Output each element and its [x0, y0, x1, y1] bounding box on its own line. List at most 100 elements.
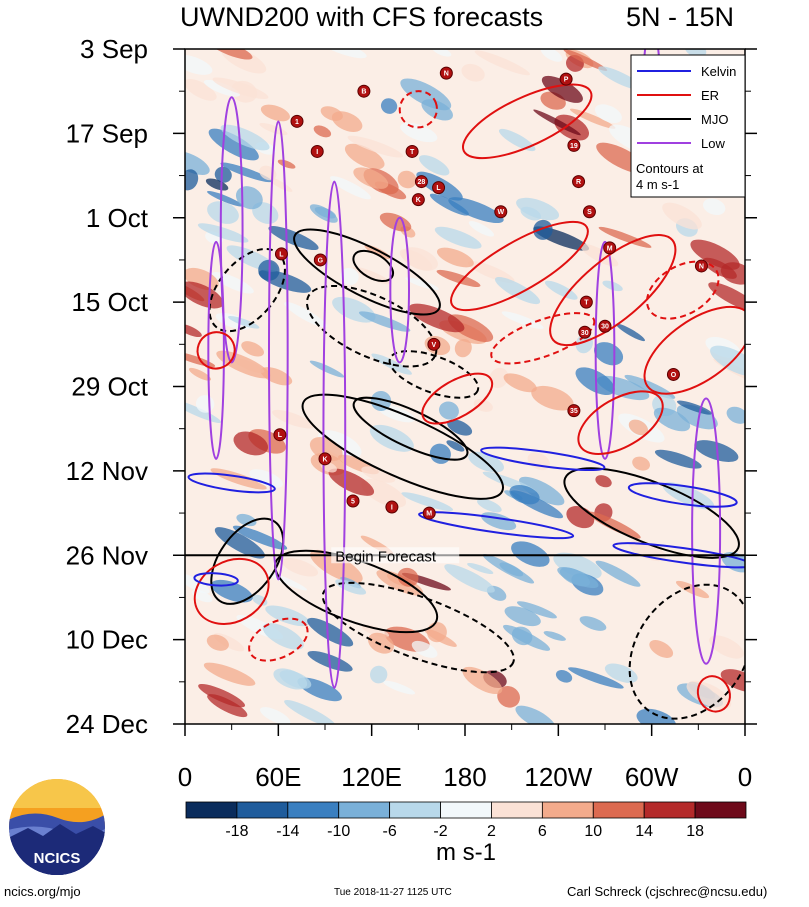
heatmap-blob [370, 390, 392, 411]
heatmap-blob [495, 277, 541, 305]
heatmap-blob [531, 385, 574, 411]
heatmap-blob [371, 353, 412, 375]
storm-marker-circle [405, 144, 419, 158]
storm-marker-circle [318, 452, 332, 466]
er-contour [421, 372, 494, 425]
storm-marker: O [666, 367, 680, 381]
heatmap-blob [720, 669, 745, 693]
heatmap-blob [383, 680, 416, 695]
storm-marker-circle [411, 193, 425, 207]
heatmap-blob [206, 634, 229, 651]
storm-marker: I [385, 500, 399, 514]
heatmap-blob [568, 667, 624, 689]
low-contour [322, 180, 347, 689]
heatmap-blob [632, 456, 651, 471]
heatmap-blob [188, 367, 212, 381]
heatmap-blob [709, 635, 744, 659]
storm-symbols: B 1 I T N P 19 R 28 L K W S M L G N T 30 30 V O 35 L K 5 I M [273, 66, 708, 520]
x-tick-label: 60E [255, 762, 301, 792]
x-tick-label: 60W [625, 762, 679, 792]
storm-marker: 30 [578, 325, 592, 339]
storm-marker: V [427, 337, 441, 351]
low-contour [268, 120, 289, 581]
colorbar-swatch [287, 801, 340, 819]
heatmap-blob [203, 79, 240, 97]
storm-marker-circle [439, 66, 453, 80]
heatmap-blob [579, 616, 607, 631]
mjo-contour [352, 396, 469, 461]
low-contour [594, 240, 616, 460]
storm-marker-circle [579, 295, 593, 309]
y-tick-label: 24 Dec [66, 709, 148, 739]
colorbar-label: -18 [225, 823, 248, 840]
storm-marker-circle [290, 114, 304, 128]
colorbar-label: 6 [538, 823, 547, 840]
heatmap-blob [559, 567, 591, 587]
heatmap-blob [468, 221, 495, 237]
heatmap-blob [482, 554, 535, 584]
heatmap-blob [544, 280, 578, 300]
heatmap-blob [702, 198, 726, 216]
mjo-contour [210, 517, 285, 605]
heatmap-blob [260, 104, 290, 122]
storm-marker: 19 [567, 138, 581, 152]
ncics-logo: NCICS [9, 779, 105, 875]
legend-label: ER [701, 88, 719, 103]
heatmap-blob [233, 431, 269, 456]
storm-marker-circle [274, 247, 288, 261]
er-contour [490, 312, 596, 365]
heatmap-blob [228, 315, 260, 329]
heatmap-blob [205, 178, 229, 191]
heatmap-blob [501, 311, 544, 329]
er-contour [696, 675, 731, 713]
heatmap-blob [185, 323, 202, 338]
heatmap-blob [236, 513, 257, 527]
colorbar-swatch [694, 801, 747, 819]
heatmap-blob [272, 409, 314, 429]
y-tick-label: 29 Oct [71, 372, 148, 402]
mjo-contour [388, 350, 480, 399]
colorbar-label: -2 [433, 823, 447, 840]
footer-timestamp: Tue 2018-11-27 1125 UTC [334, 887, 452, 898]
mjo-contour [321, 581, 515, 674]
heatmap-blob [314, 206, 336, 219]
footer-author[interactable]: Carl Schreck (cjschrec@ncsu.edu) [567, 884, 768, 899]
heatmap-blob [347, 135, 404, 158]
heatmap-blob [636, 708, 677, 724]
y-tick-label: 15 Oct [71, 287, 148, 317]
heatmap-blob [185, 79, 217, 101]
y-tick-label: 10 Dec [66, 625, 148, 655]
storm-marker-circle [603, 241, 617, 255]
colorbar-swatch [338, 801, 391, 819]
storm-marker: R [572, 175, 586, 189]
storm-marker: M [603, 241, 617, 255]
heatmap-blob [662, 202, 702, 230]
heatmap-blob [511, 626, 533, 646]
heatmap-blob [497, 686, 520, 708]
heatmap-blob [708, 282, 745, 312]
x-tick-label: 120W [524, 762, 592, 792]
heatmap-blob [330, 176, 371, 200]
heatmap-blob [563, 49, 608, 71]
heatmap-blob [352, 266, 391, 285]
heatmap-blob [473, 399, 493, 412]
legend-label: MJO [701, 112, 728, 127]
storm-marker-label: N [699, 263, 704, 270]
heatmap-blob [220, 162, 273, 183]
heatmap-blob [262, 623, 304, 650]
footer-site[interactable]: ncics.org/mjo [4, 884, 81, 899]
storm-marker-circle [357, 84, 371, 98]
x-tick-label: 120E [341, 762, 402, 792]
storm-marker: 1 [290, 114, 304, 128]
heatmap-blob [436, 269, 481, 288]
colorbar-label: 2 [487, 823, 496, 840]
heatmap-blob [397, 567, 419, 587]
storm-marker-circle [385, 500, 399, 514]
heatmap-blob [543, 631, 566, 641]
heatmap-blob [511, 541, 550, 567]
heatmap-blob [594, 104, 622, 124]
y-tick-label: 1 Oct [86, 203, 149, 233]
colorbar-swatch [592, 801, 645, 819]
storm-marker-label: L [279, 251, 284, 258]
storm-marker-label: O [671, 372, 677, 379]
